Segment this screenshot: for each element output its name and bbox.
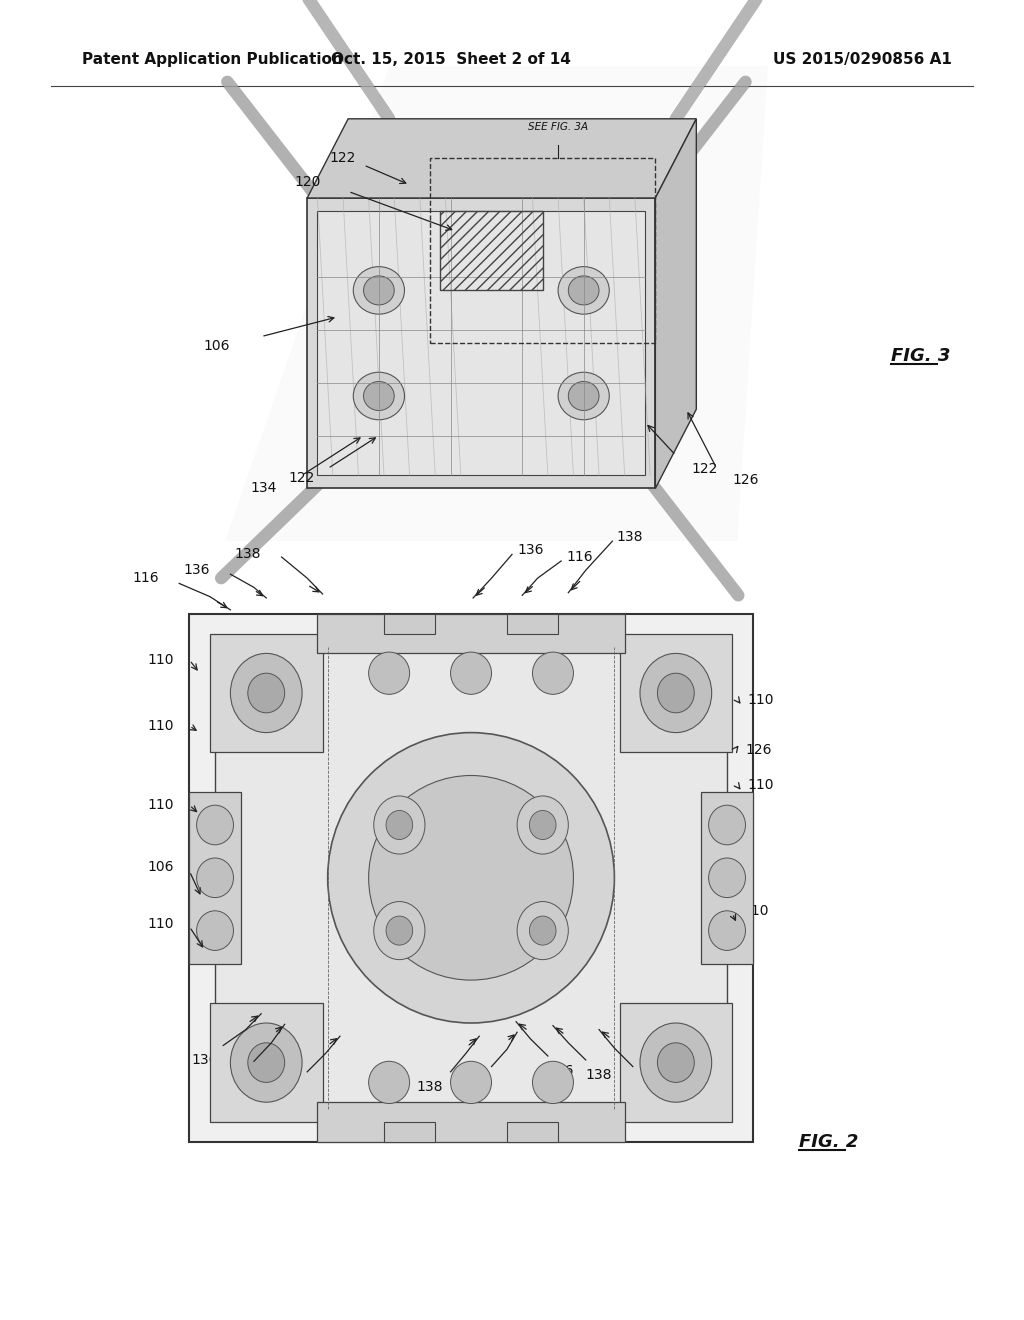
Text: 120: 120 <box>294 176 321 189</box>
Ellipse shape <box>353 267 404 314</box>
Polygon shape <box>655 119 696 488</box>
Text: 138: 138 <box>417 1080 443 1094</box>
Text: 116: 116 <box>222 1069 249 1084</box>
Bar <box>384 1122 435 1142</box>
Ellipse shape <box>451 1061 492 1104</box>
Bar <box>215 647 727 1109</box>
Polygon shape <box>307 119 696 198</box>
Ellipse shape <box>709 805 745 845</box>
Text: 136: 136 <box>191 1053 218 1068</box>
Ellipse shape <box>568 381 599 411</box>
Ellipse shape <box>374 796 425 854</box>
Text: 136: 136 <box>517 544 544 557</box>
Ellipse shape <box>386 916 413 945</box>
Text: 138: 138 <box>234 548 261 561</box>
Bar <box>620 1003 732 1122</box>
Ellipse shape <box>568 276 599 305</box>
Text: 110: 110 <box>748 779 774 792</box>
Bar <box>620 634 732 752</box>
Text: 110: 110 <box>748 693 774 706</box>
Text: FIG. 2: FIG. 2 <box>799 1133 858 1151</box>
Ellipse shape <box>657 1043 694 1082</box>
Text: 110: 110 <box>147 719 174 733</box>
Ellipse shape <box>353 372 404 420</box>
Text: 110: 110 <box>147 653 174 667</box>
Text: 126: 126 <box>745 743 772 756</box>
Text: 126: 126 <box>732 474 759 487</box>
Text: 116: 116 <box>566 550 593 564</box>
Ellipse shape <box>197 858 233 898</box>
Bar <box>189 792 241 964</box>
Bar <box>189 614 753 1142</box>
Text: 106: 106 <box>204 339 230 352</box>
Ellipse shape <box>517 902 568 960</box>
Ellipse shape <box>640 653 712 733</box>
Text: 116: 116 <box>132 572 159 585</box>
Text: Oct. 15, 2015  Sheet 2 of 14: Oct. 15, 2015 Sheet 2 of 14 <box>331 51 570 67</box>
Ellipse shape <box>532 652 573 694</box>
Ellipse shape <box>248 673 285 713</box>
Text: 134: 134 <box>250 482 276 495</box>
Ellipse shape <box>709 911 745 950</box>
Bar <box>307 198 655 488</box>
Text: 138: 138 <box>616 531 643 544</box>
Bar <box>430 158 655 343</box>
Polygon shape <box>225 66 768 541</box>
Ellipse shape <box>369 776 573 979</box>
Bar <box>210 634 323 752</box>
Ellipse shape <box>230 653 302 733</box>
Ellipse shape <box>328 733 614 1023</box>
Ellipse shape <box>517 796 568 854</box>
Text: Patent Application Publication: Patent Application Publication <box>82 51 343 67</box>
Text: 136: 136 <box>548 1064 574 1078</box>
Text: 116: 116 <box>634 1074 660 1089</box>
Bar <box>440 211 543 290</box>
Ellipse shape <box>529 916 556 945</box>
Bar <box>507 1122 558 1142</box>
Text: 138: 138 <box>586 1068 612 1082</box>
Text: FIG. 3: FIG. 3 <box>891 347 950 366</box>
Bar <box>384 614 435 634</box>
Ellipse shape <box>451 652 492 694</box>
Bar <box>317 614 625 653</box>
Ellipse shape <box>364 381 394 411</box>
Text: 138: 138 <box>273 1080 300 1094</box>
Text: 110: 110 <box>742 904 769 917</box>
Text: 122: 122 <box>289 471 315 484</box>
Text: 122: 122 <box>691 462 718 475</box>
Bar <box>317 1102 625 1142</box>
Ellipse shape <box>558 372 609 420</box>
Ellipse shape <box>369 652 410 694</box>
Bar <box>317 211 645 475</box>
Text: 122: 122 <box>330 152 356 165</box>
Text: US 2015/0290856 A1: US 2015/0290856 A1 <box>773 51 952 67</box>
Ellipse shape <box>369 1061 410 1104</box>
Text: 136: 136 <box>183 564 210 577</box>
Bar <box>507 614 558 634</box>
Ellipse shape <box>197 911 233 950</box>
Ellipse shape <box>558 267 609 314</box>
Text: 110: 110 <box>147 917 174 931</box>
Ellipse shape <box>532 1061 573 1104</box>
Ellipse shape <box>640 1023 712 1102</box>
Text: 136: 136 <box>460 1074 486 1089</box>
Text: 110: 110 <box>147 799 174 812</box>
Ellipse shape <box>657 673 694 713</box>
Ellipse shape <box>197 805 233 845</box>
Ellipse shape <box>230 1023 302 1102</box>
Ellipse shape <box>386 810 413 840</box>
Bar <box>210 1003 323 1122</box>
Bar <box>701 792 753 964</box>
Ellipse shape <box>709 858 745 898</box>
Ellipse shape <box>374 902 425 960</box>
Ellipse shape <box>248 1043 285 1082</box>
Ellipse shape <box>529 810 556 840</box>
Text: SEE FIG. 3A: SEE FIG. 3A <box>528 121 588 132</box>
Text: 106: 106 <box>147 861 174 874</box>
Ellipse shape <box>364 276 394 305</box>
